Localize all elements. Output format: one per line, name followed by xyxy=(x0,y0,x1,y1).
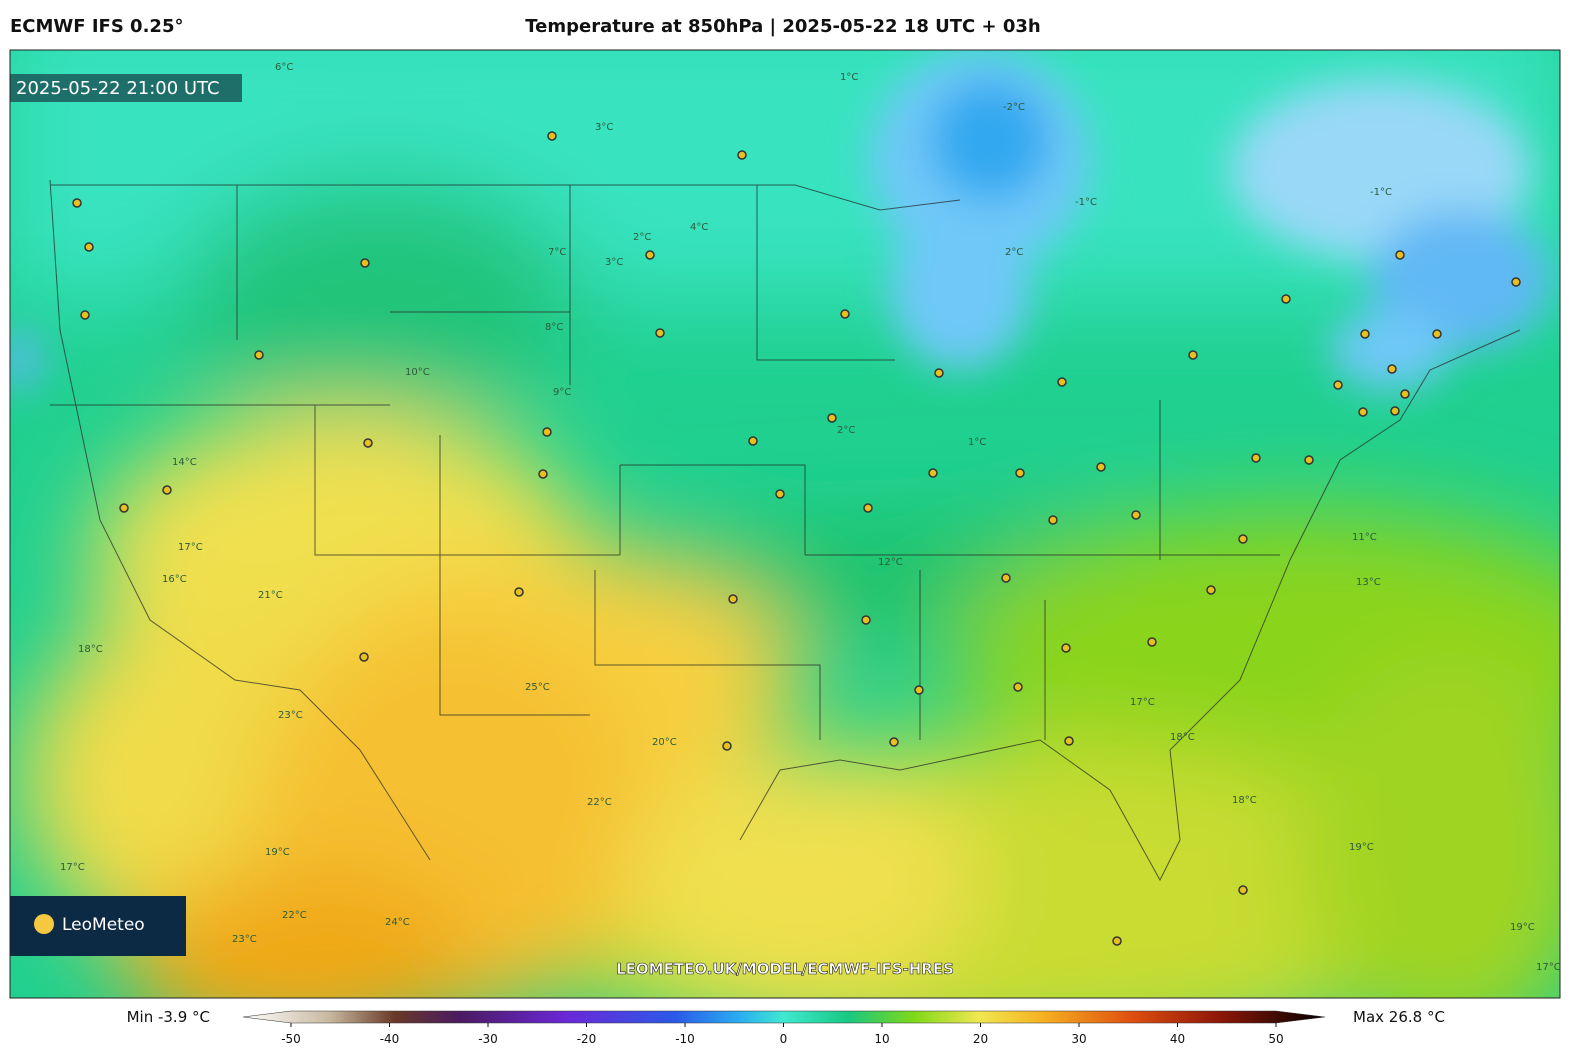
colorbar xyxy=(242,1010,1326,1024)
contour-label: 3°C xyxy=(595,122,613,133)
contour-label: -1°C xyxy=(1075,197,1097,208)
watermark: LEOMETEO.UK/MODEL/ECMWF-IFS-HRES xyxy=(616,960,954,978)
contour-label: 23°C xyxy=(232,934,257,945)
contour-label: 22°C xyxy=(587,797,612,808)
contour-label: 1°C xyxy=(968,437,986,448)
colorbar-tick-label: -20 xyxy=(577,1032,597,1046)
contour-label: 6°C xyxy=(275,62,293,73)
max-label: Max 26.8 °C xyxy=(1353,1008,1445,1026)
colorbar-tick-label: 40 xyxy=(1170,1032,1185,1046)
contour-label: 19°C xyxy=(1510,922,1535,933)
colorbar-tick-label: 50 xyxy=(1268,1032,1283,1046)
colorbar-tick-label: 10 xyxy=(874,1032,889,1046)
contour-label: 25°C xyxy=(525,682,550,693)
contour-label: 19°C xyxy=(1349,842,1374,853)
colorbar-tick-label: 30 xyxy=(1071,1032,1086,1046)
contour-label: 12°C xyxy=(878,557,903,568)
colorbar-tick-label: -30 xyxy=(478,1032,498,1046)
contour-label: 11°C xyxy=(1352,532,1377,543)
model-name: ECMWF IFS 0.25° xyxy=(10,16,183,37)
contour-label: 2°C xyxy=(1005,247,1023,258)
colorbar-tick-label: -40 xyxy=(380,1032,400,1046)
contour-label: 16°C xyxy=(162,574,187,585)
contour-label: 18°C xyxy=(1170,732,1195,743)
valid-time: 2025-05-22 21:00 UTC xyxy=(16,78,220,99)
contour-label: 9°C xyxy=(553,387,571,398)
contour-label: 17°C xyxy=(178,542,203,553)
contour-label: 22°C xyxy=(282,910,307,921)
contour-label: 18°C xyxy=(1232,795,1257,806)
contour-label: 20°C xyxy=(652,737,677,748)
contour-label: 3°C xyxy=(605,257,623,268)
contour-label: 10°C xyxy=(405,367,430,378)
contour-label: 24°C xyxy=(385,917,410,928)
contour-label: 2°C xyxy=(633,232,651,243)
contour-label: 19°C xyxy=(265,847,290,858)
colorbar-tick-label: 20 xyxy=(973,1032,988,1046)
contour-label: 7°C xyxy=(548,247,566,258)
map-title: Temperature at 850hPa | 2025-05-22 18 UT… xyxy=(525,16,1040,37)
contour-label: 4°C xyxy=(690,222,708,233)
contour-label: 13°C xyxy=(1356,577,1381,588)
contour-label: 18°C xyxy=(78,644,103,655)
contour-label: 17°C xyxy=(1130,697,1155,708)
contour-label: 17°C xyxy=(1536,962,1561,973)
contour-label: 2°C xyxy=(837,425,855,436)
contour-label: 14°C xyxy=(172,457,197,468)
contour-label: 8°C xyxy=(545,322,563,333)
colorbar-tick-label: -50 xyxy=(281,1032,301,1046)
contour-label: -1°C xyxy=(1370,187,1392,198)
contour-label: 17°C xyxy=(60,862,85,873)
colorbar-tick-label: -10 xyxy=(675,1032,695,1046)
contour-label: 21°C xyxy=(258,590,283,601)
contour-label: 23°C xyxy=(278,710,303,721)
colorbar-tick-label: 0 xyxy=(780,1032,788,1046)
contour-label: 1°C xyxy=(840,72,858,83)
min-label: Min -3.9 °C xyxy=(127,1008,210,1026)
logo: LeoMeteo xyxy=(62,915,145,935)
contour-label: -2°C xyxy=(1003,102,1025,113)
